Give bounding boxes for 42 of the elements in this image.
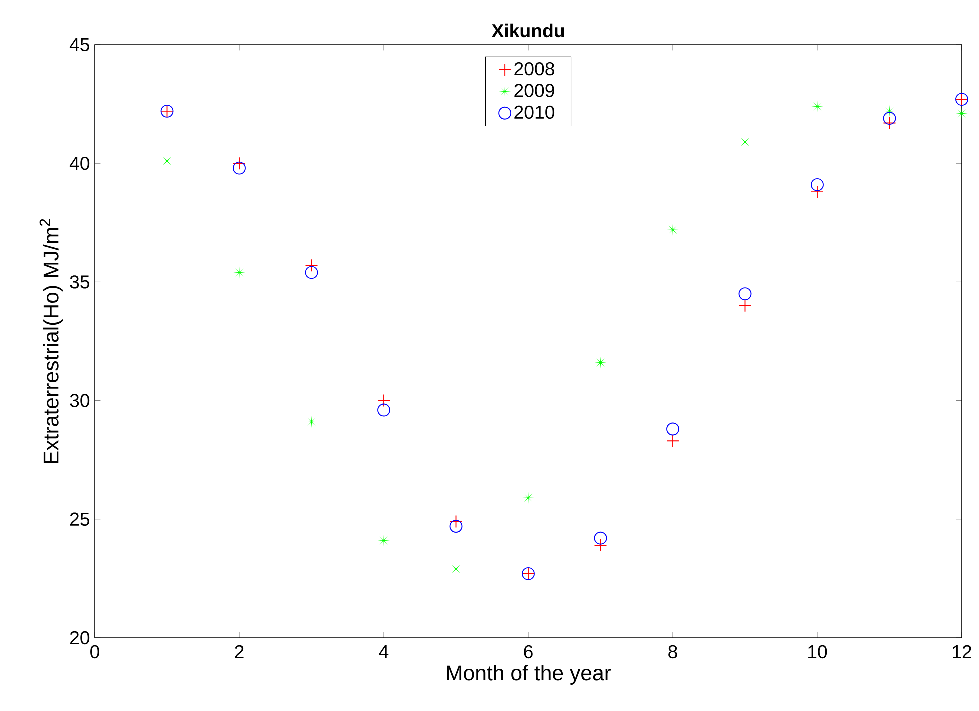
y-tick-label: 45 [70, 38, 90, 52]
legend-label: 2009 [514, 84, 554, 98]
point [739, 136, 752, 148]
point [594, 356, 607, 369]
x-tick-label: 12 [953, 645, 972, 658]
point [450, 520, 463, 533]
point [378, 404, 390, 417]
point [305, 259, 318, 272]
x-tick-label: 2 [235, 645, 244, 658]
point [594, 532, 608, 545]
point [233, 162, 246, 175]
x-tick-label: 10 [808, 645, 828, 659]
x-tick-label: 4 [379, 645, 389, 658]
point [378, 394, 390, 408]
point [594, 539, 608, 552]
x-tick-label: 8 [668, 645, 678, 659]
y-tick-label: 20 [70, 631, 90, 645]
point [450, 515, 463, 528]
point [450, 563, 462, 576]
point [738, 288, 752, 301]
x-tick-label: 6 [524, 645, 533, 659]
point [883, 112, 896, 125]
point [811, 178, 824, 192]
chart-title: Xikundu [492, 24, 564, 38]
y-tick-label: 40 [70, 156, 90, 170]
y-tick-label: 30 [70, 394, 90, 408]
point [666, 422, 680, 436]
point [305, 266, 318, 280]
point [161, 155, 174, 168]
y-tick-label: 25 [70, 512, 90, 526]
point [666, 434, 680, 448]
y-axis-title: Extraterrestrial(Ho) MJ/m$^{2}$ [40, 219, 64, 464]
point [811, 186, 824, 199]
legend-label: 2008 [514, 62, 554, 76]
point [883, 116, 896, 130]
legend-label: 2010 [514, 106, 555, 120]
point [738, 299, 752, 312]
point [233, 157, 246, 170]
x-axis-title: Month of the year [447, 665, 612, 685]
point [306, 416, 318, 428]
x-tick-label: 0 [90, 645, 100, 659]
y-tick-label: 35 [70, 276, 90, 289]
